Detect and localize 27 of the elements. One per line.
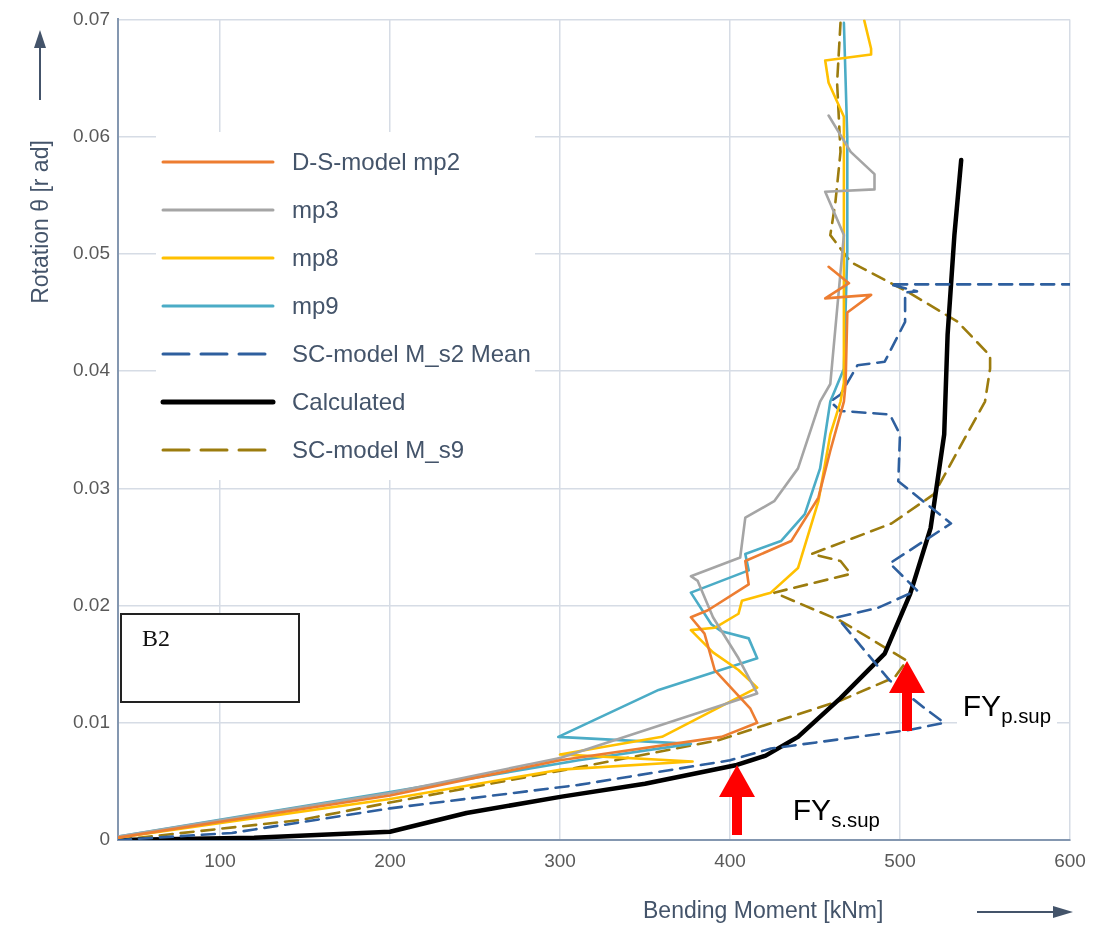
x-tick-label: 400 — [714, 849, 746, 871]
x-tick-label: 300 — [544, 849, 576, 871]
annotation: B2 — [142, 625, 171, 652]
x-tick-label: 200 — [374, 849, 406, 871]
x-tick-label: 500 — [884, 849, 916, 871]
y-tick-label: 0.07 — [73, 7, 110, 29]
legend-label: Calculated — [292, 388, 406, 417]
y-tick-label: 0.05 — [73, 242, 110, 264]
y-axis-title: Rotation θ [r ad] — [26, 140, 54, 304]
annotation: FY$_{s.sup}$ — [786, 790, 886, 835]
legend-label: SC-model M_s2 Mean — [292, 340, 531, 369]
y-tick-label: 0.04 — [73, 359, 111, 381]
legend-label: mp9 — [292, 292, 339, 321]
text-box: B2 — [120, 613, 300, 703]
y-tick-label: 0.06 — [73, 124, 110, 146]
legend-label: mp3 — [292, 196, 339, 225]
y-tick-label: 0.03 — [73, 476, 110, 498]
legend-label: D-S-model mp2 — [292, 148, 461, 177]
legend-label: SC-model M_s9 — [292, 436, 465, 465]
x-tick-label: 100 — [204, 849, 236, 871]
y-tick-label: 0 — [99, 828, 110, 850]
y-tick-label: 0.01 — [73, 711, 110, 733]
annotation: FY$_{p.sup}$ — [956, 686, 1058, 730]
legend-label: mp8 — [292, 244, 339, 273]
y-tick-label: 0.02 — [73, 593, 110, 615]
x-axis-title: Bending Moment [kNm] — [643, 897, 884, 924]
x-tick-label: 600 — [1054, 849, 1086, 871]
